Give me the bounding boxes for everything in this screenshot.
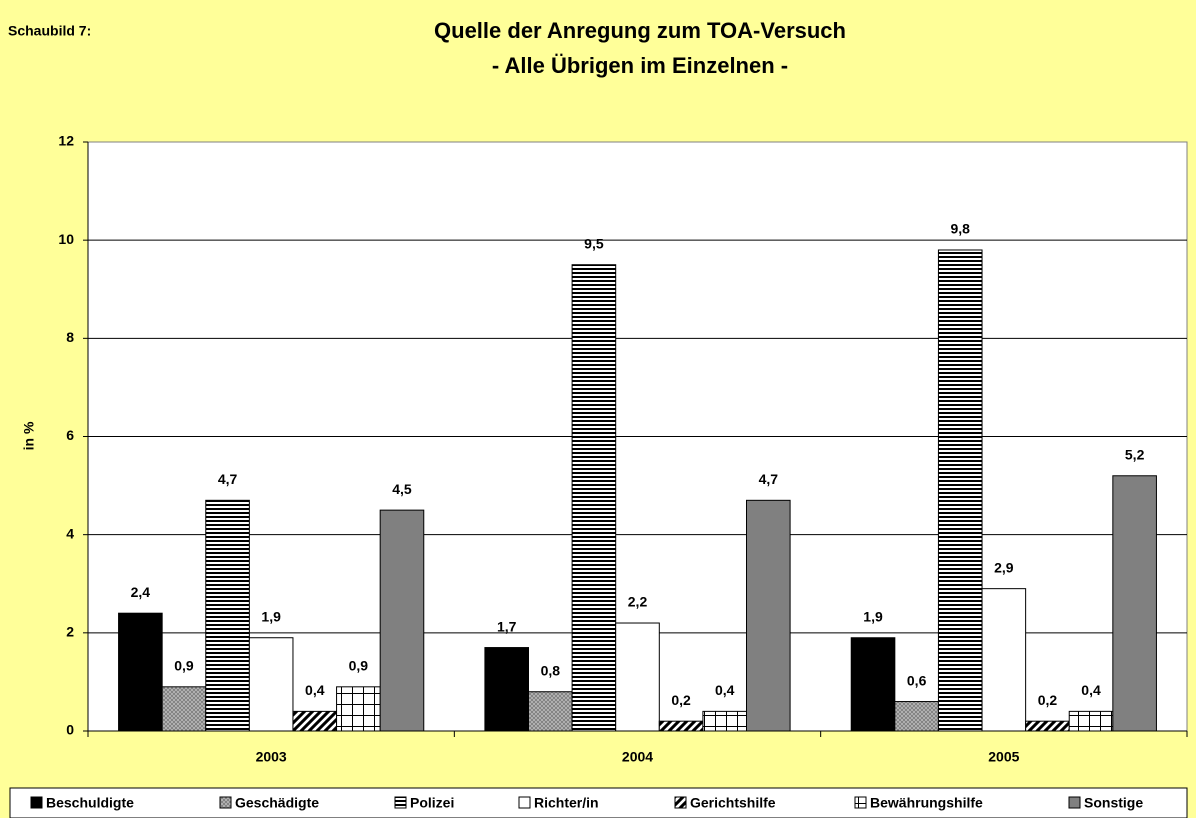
legend-label: Polizei xyxy=(410,795,454,811)
y-tick-label: 6 xyxy=(66,427,74,443)
legend-swatch xyxy=(394,796,407,809)
value-label: 0,9 xyxy=(174,658,194,674)
value-label: 4,7 xyxy=(218,471,238,487)
bar xyxy=(205,499,250,732)
value-label: 1,9 xyxy=(261,608,281,624)
value-label: 1,7 xyxy=(497,618,517,634)
y-tick-label: 4 xyxy=(66,525,74,541)
bar xyxy=(336,686,381,732)
legend-swatch xyxy=(1068,796,1081,809)
value-label: 2,4 xyxy=(131,584,151,600)
bar xyxy=(746,499,791,732)
legend-swatch xyxy=(674,796,687,809)
value-label: 2,9 xyxy=(994,559,1014,575)
chart-title: Quelle der Anregung zum TOA-Versuch xyxy=(434,18,846,43)
value-label: 2,2 xyxy=(628,594,648,610)
value-label: 0,8 xyxy=(541,662,561,678)
bar xyxy=(292,710,338,732)
value-label: 4,7 xyxy=(759,471,779,487)
legend-swatch xyxy=(30,796,43,809)
y-axis-label: in % xyxy=(21,421,37,450)
bar xyxy=(981,588,1027,732)
bar xyxy=(571,264,617,732)
y-tick-label: 8 xyxy=(66,329,74,345)
value-label: 9,5 xyxy=(584,235,604,251)
bar xyxy=(1112,475,1157,732)
bar xyxy=(615,622,660,732)
legend-label: Gerichtshilfe xyxy=(690,795,776,811)
bar xyxy=(937,249,983,732)
value-label: 0,9 xyxy=(349,658,369,674)
bar xyxy=(161,686,207,732)
y-tick-label: 12 xyxy=(58,133,74,149)
bar xyxy=(248,637,294,732)
value-label: 0,6 xyxy=(907,672,927,688)
legend-label: Bewährungshilfe xyxy=(870,795,983,811)
legend-swatch xyxy=(854,796,867,809)
value-label: 5,2 xyxy=(1125,446,1145,462)
y-tick-label: 0 xyxy=(66,722,74,738)
value-label: 1,9 xyxy=(863,608,883,624)
y-tick-label: 10 xyxy=(58,231,74,247)
x-tick-label: 2005 xyxy=(988,749,1019,765)
bar xyxy=(894,701,939,732)
y-tick-label: 2 xyxy=(66,624,74,640)
x-tick-label: 2004 xyxy=(622,749,653,765)
legend-label: Beschuldigte xyxy=(46,795,134,811)
x-tick-label: 2003 xyxy=(256,749,287,765)
legend-swatch xyxy=(219,796,232,809)
value-label: 9,8 xyxy=(950,221,970,237)
bar xyxy=(484,647,529,732)
chart-subtitle: - Alle Übrigen im Einzelnen - xyxy=(492,53,788,78)
chart-label: Schaubild 7: xyxy=(8,23,91,39)
bar xyxy=(118,612,163,732)
value-label: 0,4 xyxy=(715,682,735,698)
legend-label: Geschädigte xyxy=(235,795,319,811)
value-label: 0,2 xyxy=(1038,692,1058,708)
legend-swatch xyxy=(518,796,531,809)
bar xyxy=(1025,720,1070,732)
bar xyxy=(528,691,573,732)
bar xyxy=(379,509,425,732)
value-label: 0,4 xyxy=(305,682,325,698)
value-label: 4,5 xyxy=(392,481,412,497)
value-label: 0,2 xyxy=(671,692,691,708)
bar xyxy=(702,710,748,732)
bar xyxy=(850,637,896,732)
legend-label: Sonstige xyxy=(1084,795,1143,811)
legend xyxy=(9,787,1188,818)
legend-label: Richter/in xyxy=(534,795,599,811)
bar xyxy=(1068,710,1114,732)
bar xyxy=(658,720,704,732)
value-label: 0,4 xyxy=(1081,682,1101,698)
